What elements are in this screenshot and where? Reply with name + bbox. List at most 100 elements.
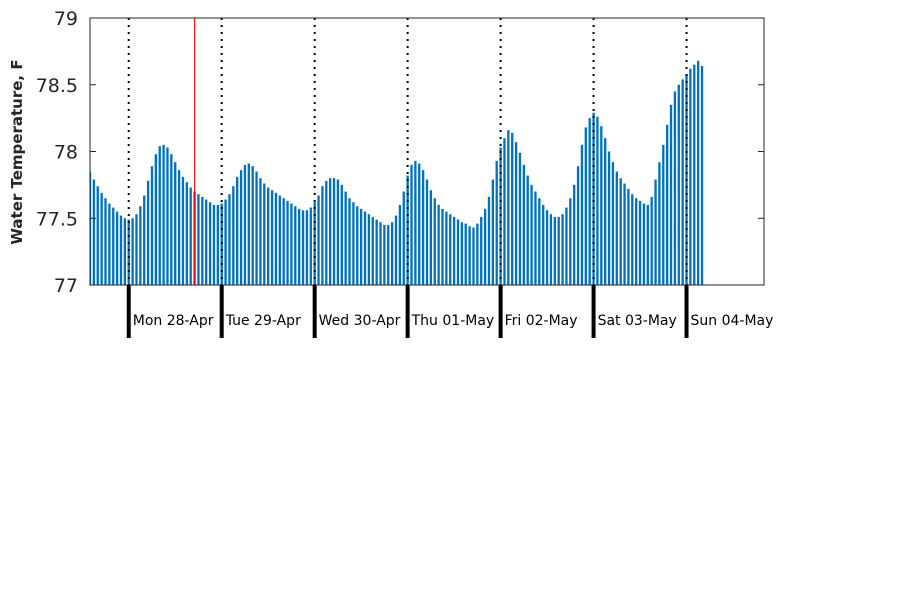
temperature-bar: [662, 144, 665, 285]
temperature-bar: [607, 151, 611, 285]
temperature-bar: [170, 154, 173, 285]
day-label: Sun 04-May: [691, 313, 774, 329]
temperature-bar: [394, 215, 398, 285]
temperature-bar: [414, 160, 417, 285]
temperature-bar: [309, 207, 312, 285]
temperature-bar: [181, 176, 185, 285]
day-label: Tue 29-Apr: [225, 313, 301, 329]
temperature-bar: [321, 186, 324, 285]
temperature-bar: [344, 191, 347, 285]
temperature-bar: [127, 219, 130, 285]
temperature-bar: [286, 200, 289, 285]
temperature-bar: [569, 198, 572, 285]
y-axis-ticks: 77 77.5 78 78.5 79: [36, 8, 764, 297]
temperature-bar: [495, 160, 498, 285]
temperature-bar: [666, 124, 669, 285]
temperature-bar: [596, 116, 599, 285]
temperature-bar: [247, 163, 250, 285]
temperature-bar: [507, 130, 510, 285]
temperature-bar: [530, 184, 533, 286]
temperature-bar: [522, 164, 525, 285]
temperature-bar: [236, 176, 239, 285]
temperature-bar: [340, 184, 343, 286]
temperature-bar: [619, 178, 622, 285]
temperature-bar: [445, 211, 448, 285]
x-axis-day-ticks: Mon 28-Apr Tue 29-Apr Wed 30-Apr Thu 01-May…: [126, 285, 774, 338]
temperature-bar: [557, 216, 560, 285]
temperature-bar: [623, 183, 626, 285]
temperature-bar: [90, 171, 92, 285]
temperature-bar: [197, 194, 200, 285]
temperature-bar: [119, 215, 123, 285]
day-label: Wed 30-Apr: [319, 313, 401, 329]
y-tick-label: 79: [54, 8, 78, 30]
temperature-bar: [561, 214, 564, 285]
temperature-bar: [472, 227, 475, 285]
temperature-bar: [646, 204, 649, 285]
temperature-bar: [154, 154, 158, 285]
temperature-bar: [542, 204, 545, 285]
temperature-bar: [301, 210, 305, 285]
temperature-bar: [425, 179, 429, 285]
temperature-bar: [143, 195, 146, 285]
temperature-bar: [104, 198, 107, 285]
temperature-bar: [212, 204, 216, 285]
temperature-bar: [267, 187, 270, 285]
temperature-bar: [239, 170, 243, 285]
temperature-bar: [162, 144, 165, 285]
temperature-bar: [185, 182, 188, 285]
temperature-bar: [514, 142, 518, 285]
temperature-bar: [352, 202, 355, 285]
temperature-bar: [700, 66, 704, 285]
temperature-bar: [305, 210, 309, 285]
temperature-bar: [270, 190, 274, 285]
temperature-bar: [259, 178, 262, 285]
temperature-bar: [538, 198, 541, 285]
temperature-bar: [584, 127, 587, 285]
temperature-bar: [545, 210, 549, 285]
y-tick-label: 77: [54, 275, 78, 297]
temperature-bar: [650, 196, 653, 285]
temperature-bar: [131, 218, 134, 285]
temperature-bar: [383, 224, 386, 285]
day-label: Thu 01-May: [411, 313, 495, 329]
temperature-bar: [139, 206, 142, 285]
day-separators: [127, 18, 688, 285]
temperature-bar: [452, 216, 456, 285]
temperature-bar: [441, 208, 444, 285]
temperature-bar: [487, 196, 491, 285]
temperature-bar: [410, 164, 413, 285]
y-tick-label: 78.5: [36, 75, 78, 97]
temperature-bar: [693, 64, 696, 285]
temperature-bar: [677, 84, 680, 285]
temperature-bar: [201, 196, 204, 285]
temperature-bar: [298, 208, 301, 285]
temperature-bar: [565, 207, 568, 285]
temperature-bar: [456, 219, 460, 285]
temperature-bar: [627, 188, 630, 285]
bar-series: [90, 60, 704, 286]
temperature-bar: [329, 178, 332, 285]
temperature-bar: [367, 214, 371, 285]
temperature-bar: [549, 214, 553, 285]
temperature-bar: [375, 219, 378, 285]
day-label: Mon 28-Apr: [133, 313, 214, 329]
temperature-bar: [689, 68, 692, 285]
temperature-bar: [294, 206, 297, 285]
temperature-bar: [460, 222, 464, 285]
temperature-bar: [123, 218, 127, 285]
temperature-bar: [146, 180, 150, 285]
temperature-bar: [418, 163, 421, 285]
temperature-bar: [216, 204, 219, 285]
temperature-bar: [356, 206, 359, 285]
temperature-bar: [611, 162, 615, 285]
temperature-bar: [232, 186, 235, 285]
temperature-bar: [406, 175, 409, 285]
temperature-bar: [96, 186, 99, 285]
temperature-bar: [503, 138, 506, 285]
y-tick-label: 77.5: [36, 208, 78, 230]
temperature-bar: [325, 180, 328, 285]
temperature-bar: [189, 187, 192, 285]
temperature-bar: [251, 166, 254, 285]
temperature-bar: [669, 104, 673, 285]
